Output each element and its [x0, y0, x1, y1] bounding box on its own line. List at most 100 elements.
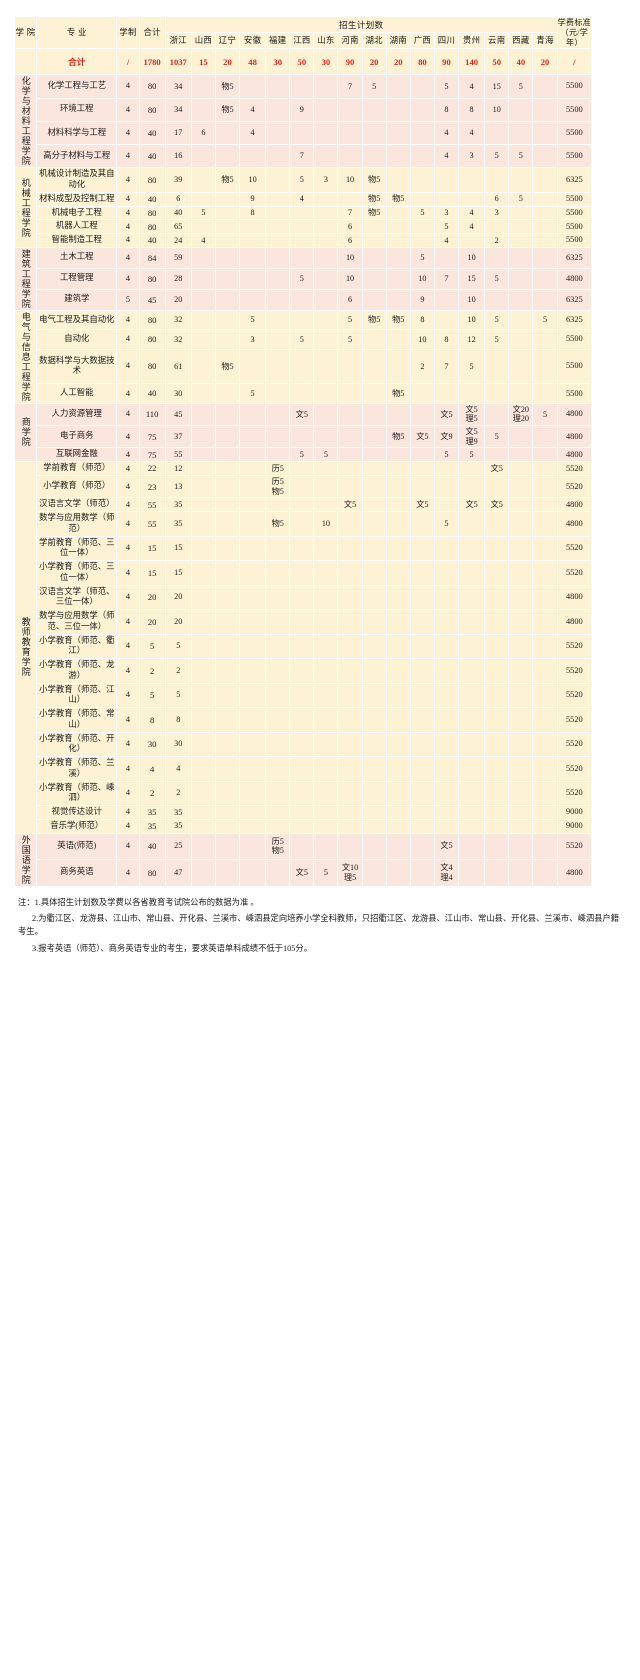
plan-cell [385, 143, 411, 169]
total-province-8: 20 [361, 48, 387, 76]
major-total: 5 [138, 633, 166, 660]
plan-cell: 文5 理5 [458, 402, 486, 427]
plan-cell: 物5 [361, 309, 387, 331]
major-name: 商务英语 [36, 859, 118, 887]
plan-cell: 10 [409, 329, 435, 350]
major-total: 80 [138, 219, 166, 234]
plan-cell [361, 267, 387, 290]
plan-cell: 35 [164, 805, 192, 820]
plan-cell [239, 658, 267, 684]
plan-cell [508, 425, 534, 449]
plan-cell [458, 818, 486, 834]
plan-cell [484, 246, 510, 269]
table-row: 汉语言文学（师范、三位一体） 4 20 20 4800 [15, 584, 593, 611]
plan-cell [508, 97, 534, 122]
plan-cell [409, 143, 435, 169]
plan-cell: 5 [484, 309, 510, 331]
major-fee: 5520 [556, 658, 593, 684]
plan-cell: 5 [239, 383, 267, 404]
plan-cell [458, 474, 486, 499]
plan-cell: 32 [164, 329, 192, 350]
plan-cell: 12 [458, 329, 486, 350]
plan-cell: 5 [508, 143, 534, 169]
plan-cell [265, 219, 291, 234]
plan-cell [190, 818, 216, 834]
plan-cell: 文4 理4 [433, 859, 460, 887]
table-row: 小学教育（师范、常山） 4 8 8 5520 [15, 707, 593, 733]
plan-cell [508, 511, 534, 537]
table-row: 人工智能 4 40 30 5 物5 5500 [15, 383, 593, 404]
major-fee: 4800 [556, 584, 593, 611]
plan-cell [385, 832, 411, 861]
major-duration: 4 [116, 246, 140, 269]
plan-cell [361, 756, 387, 782]
plan-cell [214, 461, 241, 476]
plan-cell [433, 584, 460, 611]
major-duration: 4 [116, 497, 140, 513]
plan-cell [458, 383, 486, 404]
plan-cell [532, 167, 558, 193]
plan-cell [289, 756, 315, 782]
plan-cell: 15 [164, 535, 192, 562]
plan-cell [214, 383, 241, 404]
plan-cell [239, 535, 267, 562]
plan-cell [265, 497, 291, 513]
plan-cell: 文5 [433, 832, 460, 861]
plan-cell [289, 474, 315, 499]
plan-cell [337, 818, 363, 834]
plan-cell: 历5 [265, 461, 291, 476]
plan-cell: 61 [164, 348, 192, 385]
plan-cell [508, 447, 534, 463]
table-row: 高分子材料与工程 4 40 16 7 4 3 5 5 5500 [15, 143, 593, 169]
plan-cell [361, 818, 387, 834]
footnote-2: 2.为衢江区、龙游县、江山市、常山县、开化县、兰溪市、嵊泗县定向培养小学全科教师… [18, 913, 620, 937]
plan-cell [433, 818, 460, 834]
plan-cell [385, 402, 411, 427]
plan-cell [289, 584, 315, 611]
plan-cell [289, 120, 315, 146]
plan-cell [484, 818, 510, 834]
major-total: 75 [138, 425, 166, 449]
plan-cell [190, 633, 216, 660]
plan-cell [508, 233, 534, 248]
th-province-0: 浙江 [164, 32, 192, 50]
plan-cell [214, 120, 241, 146]
plan-cell [265, 191, 291, 207]
total-col-blank [13, 48, 38, 76]
major-total: 84 [138, 246, 166, 269]
plan-cell [313, 633, 339, 660]
plan-cell [190, 447, 216, 463]
plan-cell [265, 805, 291, 820]
plan-cell [361, 560, 387, 586]
plan-cell: 6 [337, 219, 363, 234]
plan-cell [239, 497, 267, 513]
plan-cell: 6 [190, 120, 216, 146]
th-province-1: 山西 [190, 32, 216, 50]
plan-cell [239, 402, 267, 427]
table-row: 商务英语 4 80 47 文5 5 文10 理5 文4 理4 4800 [15, 859, 593, 887]
plan-cell: 文5 [289, 402, 315, 427]
plan-cell [532, 425, 558, 449]
plan-cell [190, 143, 216, 169]
total-sum: 1780 [138, 48, 166, 76]
total-province-14: 40 [508, 48, 534, 76]
major-total: 8 [138, 707, 166, 733]
plan-cell [508, 288, 534, 311]
plan-cell [361, 246, 387, 269]
plan-cell [313, 756, 339, 782]
plan-cell [409, 402, 435, 427]
plan-cell [313, 233, 339, 248]
major-fee: 6325 [556, 288, 593, 311]
th-province-15: 青海 [532, 32, 558, 50]
major-duration: 4 [116, 348, 140, 385]
plan-cell [214, 859, 241, 887]
plan-cell: 5 [409, 205, 435, 221]
plan-cell: 5 [164, 633, 192, 660]
plan-cell [289, 461, 315, 476]
major-name: 高分子材料与工程 [36, 143, 118, 169]
plan-cell [313, 497, 339, 513]
table-row: 汉语言文学（师范） 4 55 35 文5 文5 文5 文5 4800 [15, 497, 593, 513]
plan-cell [239, 584, 267, 611]
plan-cell: 文5 [484, 497, 510, 513]
footnote-3: 3.报考英语（师范）、商务英语专业的考生，要求英语单科成绩不低于105分。 [32, 943, 313, 953]
